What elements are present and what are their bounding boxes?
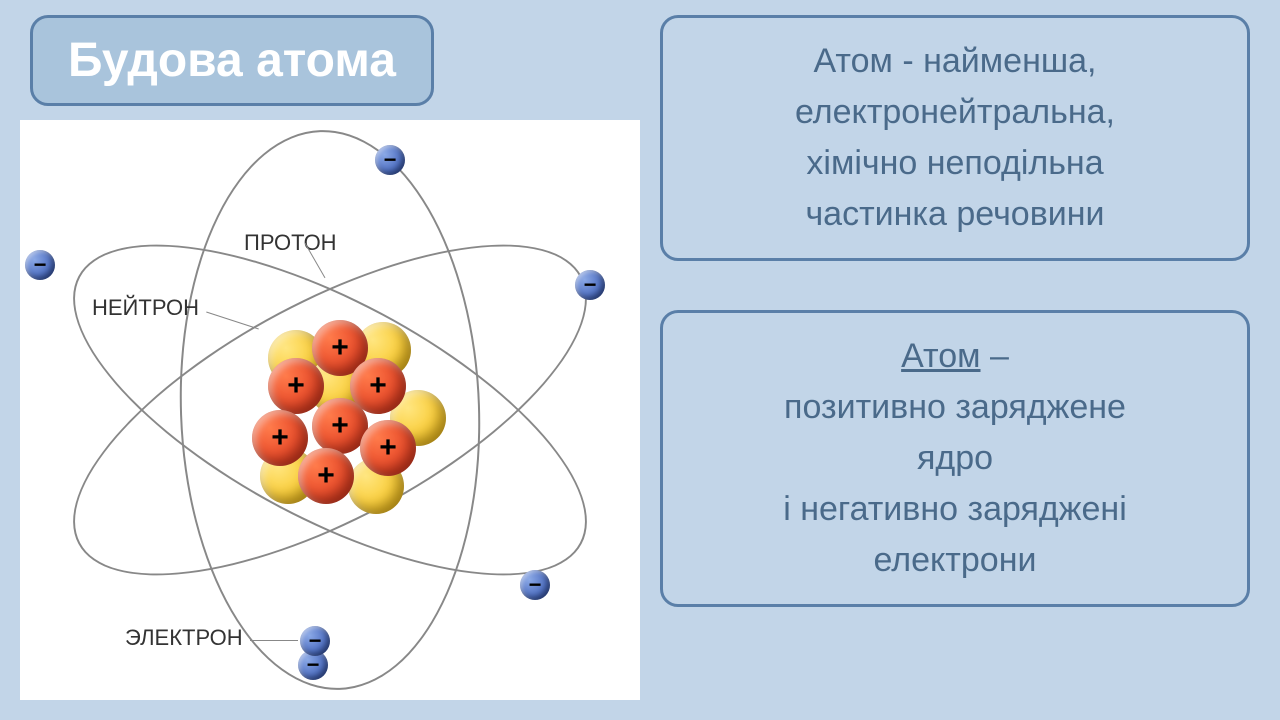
definition-box-2: Атом – позитивно заряджене ядро і негати… <box>660 310 1250 607</box>
def2-line1: позитивно заряджене <box>691 382 1219 433</box>
page-title: Будова атома <box>68 33 396 88</box>
electron-particle: − <box>375 145 405 175</box>
electron-particle: − <box>25 250 55 280</box>
title-box: Будова атома <box>30 15 434 106</box>
electron-line <box>250 640 298 641</box>
def1-line2: електронейтральна, <box>691 87 1219 138</box>
def2-line2: ядро <box>691 433 1219 484</box>
electron-label-icon: − <box>300 626 330 656</box>
definition-box-1: Атом - найменша, електронейтральна, хімі… <box>660 15 1250 261</box>
electron-label: ЭЛЕКТРОН <box>125 625 243 651</box>
electron-particle: − <box>575 270 605 300</box>
def1-line3: хімічно неподільна <box>691 138 1219 189</box>
nucleus: +++++++ <box>240 310 440 510</box>
proton-particle: + <box>360 420 416 476</box>
atom-diagram: +++++++ −−−−− ПРОТОН НЕЙТРОН ЭЛЕКТРОН − <box>20 120 640 700</box>
neutron-label: НЕЙТРОН <box>92 295 199 321</box>
proton-particle: + <box>268 358 324 414</box>
def2-heading: Атом – <box>691 331 1219 382</box>
def2-line3: і негативно заряджені <box>691 484 1219 535</box>
proton-label: ПРОТОН <box>244 230 337 256</box>
proton-particle: + <box>298 448 354 504</box>
proton-particle: + <box>252 410 308 466</box>
def1-line1: Атом - найменша, <box>691 36 1219 87</box>
electron-particle: − <box>520 570 550 600</box>
def2-line4: електрони <box>691 535 1219 586</box>
def1-line4: частинка речовини <box>691 189 1219 240</box>
